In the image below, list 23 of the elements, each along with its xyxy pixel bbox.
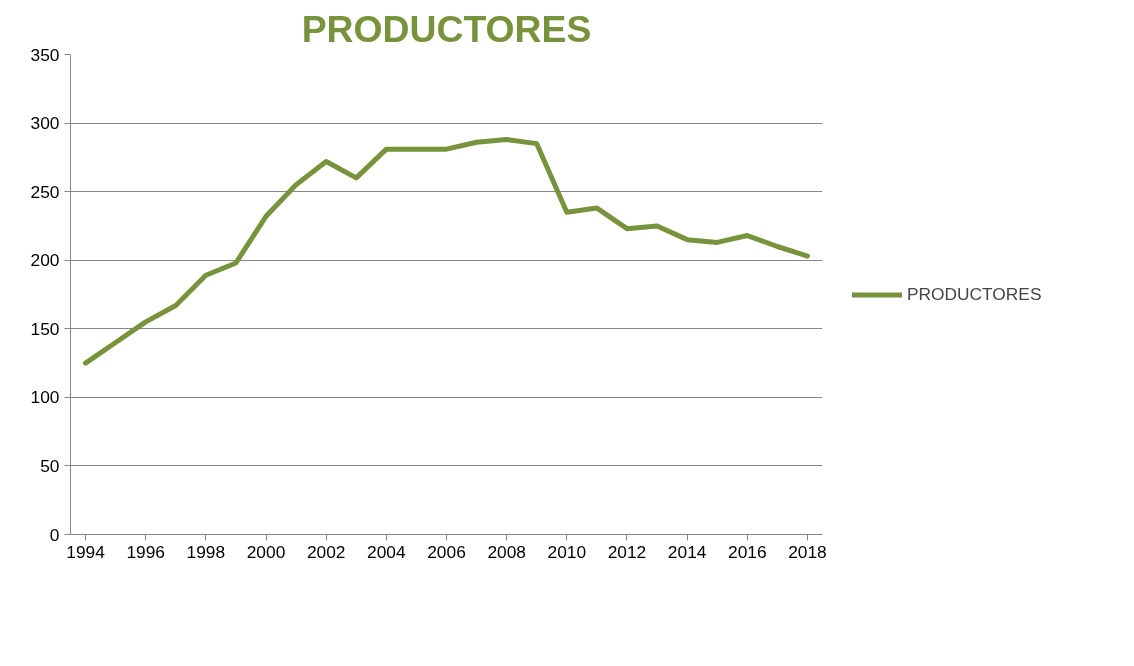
y-tick-label: 200 — [30, 250, 60, 271]
y-tick-label: 350 — [30, 44, 60, 65]
x-tick-label: 1998 — [186, 541, 226, 562]
y-tick-label: 100 — [30, 387, 60, 408]
x-tick-label: 2018 — [788, 541, 827, 562]
legend-label: PRODUCTORES — [907, 283, 1042, 305]
x-tick-label: 2016 — [728, 541, 767, 562]
y-tick-label: 150 — [30, 318, 60, 339]
y-tick-label: 250 — [30, 181, 60, 202]
x-tick-label: 2010 — [547, 541, 587, 562]
x-tick-label: 2002 — [306, 541, 346, 562]
x-tick-label: 2004 — [367, 541, 406, 562]
y-tick-label: 50 — [40, 455, 60, 476]
x-tick-label: 1994 — [66, 541, 106, 562]
y-tick-label: 300 — [30, 113, 60, 134]
x-tick-label: 2008 — [487, 541, 526, 562]
x-tick-label: 2006 — [427, 541, 466, 562]
x-tick-label: 2014 — [667, 541, 707, 562]
x-tick-label: 1996 — [126, 541, 165, 562]
y-tick-label: 0 — [49, 524, 60, 545]
x-tick-label: 2000 — [246, 541, 286, 562]
x-tick-label: 2012 — [607, 541, 647, 562]
chart-title: PRODUCTORES — [301, 7, 592, 50]
